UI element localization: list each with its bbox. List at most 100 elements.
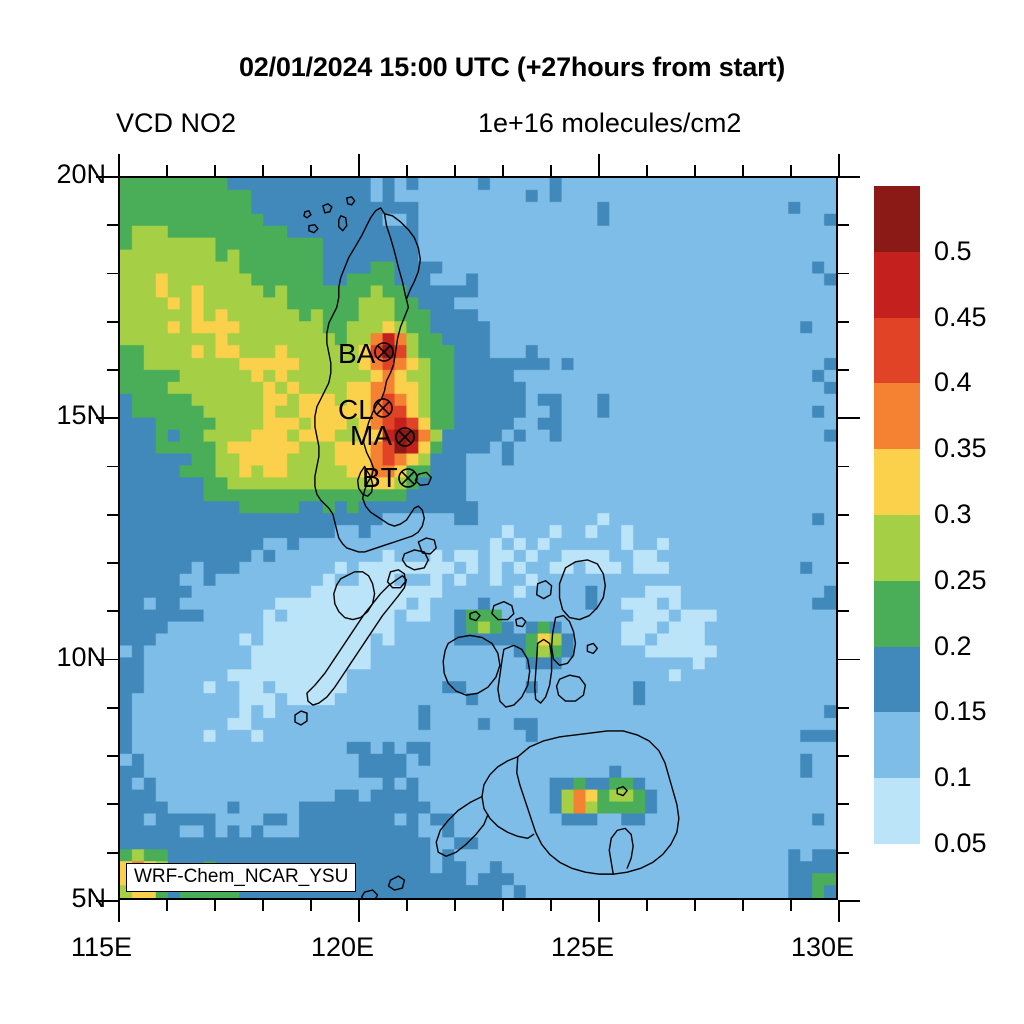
ytick-right-5 bbox=[838, 900, 860, 902]
model-tag: WRF-Chem_NCAR_YSU bbox=[126, 863, 357, 892]
ytick-6 bbox=[107, 851, 118, 854]
colorbar-band-0.05 bbox=[874, 778, 920, 844]
colorbar-band-0.4 bbox=[874, 317, 920, 384]
ytick-right-6 bbox=[838, 851, 849, 854]
ytick-7 bbox=[107, 803, 118, 806]
colorbar-label-0.3: 0.3 bbox=[934, 499, 972, 529]
colorbar-label-0.15: 0.15 bbox=[934, 696, 987, 727]
city-marker-BA[interactable] bbox=[373, 341, 395, 368]
xtick-top-129 bbox=[790, 165, 792, 176]
city-marker-BT[interactable] bbox=[397, 467, 419, 494]
city-marker-CL[interactable] bbox=[372, 397, 394, 424]
variable-label: VCD NO2 bbox=[116, 108, 237, 138]
xtick-top-120 bbox=[358, 154, 360, 176]
x-axis-label-130E: 130E bbox=[791, 932, 855, 962]
ytick-right-18 bbox=[838, 272, 849, 275]
ytick-right-13 bbox=[838, 513, 849, 516]
ytick-right-20 bbox=[838, 176, 860, 178]
ytick-17 bbox=[107, 320, 118, 323]
colorbar-band-0.45 bbox=[874, 251, 920, 318]
xtick-top-124 bbox=[550, 165, 552, 176]
xtick-128 bbox=[742, 900, 744, 911]
colorbar-band-0.15 bbox=[874, 646, 920, 713]
x-axis-label-115E: 115E bbox=[71, 932, 133, 962]
xtick-top-116 bbox=[166, 165, 168, 176]
colorbar-label-0.05: 0.05 bbox=[934, 828, 987, 858]
ytick-8 bbox=[107, 755, 118, 757]
xtick-130 bbox=[838, 900, 840, 922]
colorbar-band-0.25 bbox=[874, 514, 920, 581]
xtick-123 bbox=[502, 900, 504, 911]
xtick-124 bbox=[550, 900, 552, 911]
xtick-top-117 bbox=[214, 165, 216, 176]
xtick-127 bbox=[694, 900, 696, 911]
ytick-16 bbox=[107, 369, 118, 371]
ytick-13 bbox=[107, 513, 118, 516]
map-plot-area[interactable]: WRF-Chem_NCAR_YSU bbox=[118, 176, 838, 900]
colorbar-label-0.4: 0.4 bbox=[934, 367, 972, 398]
xtick-120 bbox=[358, 900, 360, 922]
xtick-129 bbox=[790, 900, 792, 911]
y-axis-label-20N: 20N bbox=[56, 159, 106, 189]
y-axis-label-5N: 5N bbox=[71, 883, 106, 913]
city-label-BT: BT bbox=[362, 462, 398, 493]
units-label: 1e+16 molecules/cm2 bbox=[478, 108, 742, 138]
colorbar-band-0.1 bbox=[874, 712, 920, 779]
ytick-5 bbox=[96, 900, 118, 902]
colorbar[interactable] bbox=[874, 186, 920, 844]
city-label-CL: CL bbox=[338, 394, 374, 425]
y-axis-label-10N: 10N bbox=[56, 641, 106, 672]
ytick-11 bbox=[107, 610, 118, 613]
ytick-18 bbox=[107, 272, 118, 275]
xtick-top-123 bbox=[502, 165, 504, 176]
ytick-15 bbox=[96, 417, 118, 420]
ytick-right-19 bbox=[838, 224, 849, 227]
x-axis-label-125E: 125E bbox=[551, 932, 615, 962]
ytick-right-14 bbox=[838, 465, 849, 468]
city-marker-MA[interactable] bbox=[394, 426, 416, 453]
ytick-10 bbox=[96, 658, 118, 661]
ytick-right-15 bbox=[838, 417, 860, 420]
xtick-top-128 bbox=[742, 165, 744, 176]
no2-heatmap-raster bbox=[120, 178, 836, 898]
xtick-125 bbox=[598, 900, 600, 922]
xtick-top-125 bbox=[598, 154, 600, 176]
xtick-top-119 bbox=[310, 165, 312, 176]
xtick-117 bbox=[214, 900, 216, 911]
y-axis-label-15N: 15N bbox=[56, 400, 106, 431]
ytick-12 bbox=[107, 562, 118, 564]
xtick-119 bbox=[310, 900, 312, 911]
xtick-top-127 bbox=[694, 165, 696, 176]
x-axis-label-120E: 120E bbox=[311, 932, 375, 962]
xtick-top-122 bbox=[454, 165, 456, 176]
colorbar-label-0.45: 0.45 bbox=[934, 301, 987, 332]
city-label-MA: MA bbox=[350, 420, 392, 451]
ytick-right-8 bbox=[838, 755, 849, 757]
ytick-right-16 bbox=[838, 369, 849, 371]
colorbar-label-0.35: 0.35 bbox=[934, 433, 987, 464]
ytick-9 bbox=[107, 706, 118, 709]
ytick-right-17 bbox=[838, 320, 849, 323]
colorbar-label-0.5: 0.5 bbox=[934, 235, 972, 266]
colorbar-label-0.25: 0.25 bbox=[934, 564, 987, 595]
xtick-top-121 bbox=[406, 165, 408, 176]
ytick-right-9 bbox=[838, 706, 849, 709]
colorbar-band-0.5 bbox=[874, 186, 920, 252]
xtick-126 bbox=[646, 900, 648, 911]
xtick-122 bbox=[454, 900, 456, 911]
ytick-right-11 bbox=[838, 610, 849, 613]
xtick-top-126 bbox=[646, 165, 648, 176]
ytick-right-12 bbox=[838, 562, 849, 564]
xtick-118 bbox=[262, 900, 264, 911]
colorbar-label-0.1: 0.1 bbox=[934, 762, 972, 793]
city-label-BA: BA bbox=[338, 338, 376, 369]
xtick-116 bbox=[166, 900, 168, 911]
xtick-top-115 bbox=[118, 154, 120, 176]
colorbar-band-0.2 bbox=[874, 580, 920, 647]
page-title: 02/01/2024 15:00 UTC (+27hours from star… bbox=[238, 52, 786, 82]
xtick-top-130 bbox=[838, 154, 840, 176]
xtick-115 bbox=[118, 900, 120, 922]
ytick-20 bbox=[96, 176, 118, 178]
colorbar-band-0.35 bbox=[874, 383, 920, 450]
